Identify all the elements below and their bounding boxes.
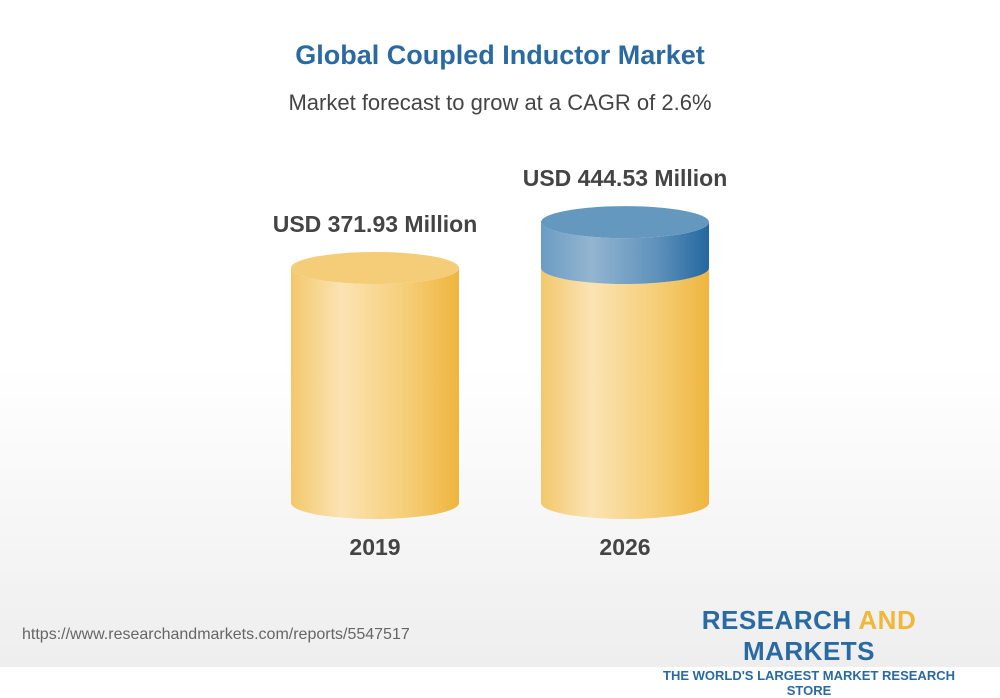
cylinder-2026-base-body [541,268,709,519]
cylinder-2026-growth-top [541,206,709,239]
data-label: USD 444.53 Million [523,165,728,191]
logo-text-and: AND [858,605,917,635]
data-label: USD 371.93 Million [273,211,478,237]
category-label: 2026 [599,534,650,560]
report-url[interactable]: https://www.researchandmarkets.com/repor… [22,626,410,643]
research-and-markets-logo: RESEARCH AND MARKETS THE WORLD'S LARGEST… [640,605,978,698]
cylinder-2019-body [291,268,459,519]
chart-subtitle: Market forecast to grow at a CAGR of 2.6… [288,90,712,115]
category-label: 2019 [349,534,400,560]
cylinder-chart: USD 371.93 Million 2019 USD 444.53 Million… [273,165,728,560]
cylinder-2026-growth-body [541,222,709,284]
logo-text: MARKETS [742,636,876,666]
logo-tagline: THE WORLD'S LARGEST MARKET RESEARCH STOR… [663,668,955,698]
cylinder-2019-top [291,252,459,284]
logo-text: RESEARCH [701,605,859,635]
chart-title: Global Coupled Inductor Market [295,40,705,70]
